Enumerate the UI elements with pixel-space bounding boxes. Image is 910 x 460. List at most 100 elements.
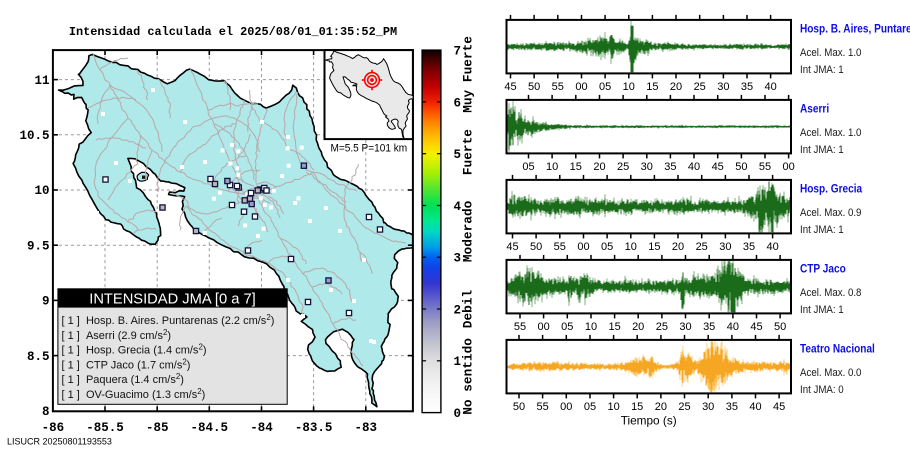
svg-text:05: 05 bbox=[599, 81, 611, 93]
svg-text:-84: -84 bbox=[250, 421, 273, 435]
svg-text:35: 35 bbox=[741, 81, 753, 93]
svg-text:10: 10 bbox=[623, 81, 635, 93]
svg-text:05: 05 bbox=[522, 161, 534, 173]
svg-text:30: 30 bbox=[702, 401, 714, 413]
svg-text:-84.5: -84.5 bbox=[191, 421, 229, 435]
svg-text:20: 20 bbox=[655, 401, 667, 413]
svg-text:-85: -85 bbox=[146, 421, 169, 435]
svg-text:25: 25 bbox=[696, 241, 708, 253]
svg-text:Int JMA: 1: Int JMA: 1 bbox=[800, 223, 844, 236]
svg-text:55: 55 bbox=[536, 401, 548, 413]
svg-text:30: 30 bbox=[719, 241, 731, 253]
svg-text:35: 35 bbox=[726, 401, 738, 413]
svg-text:INTENSIDAD JMA [0 a 7]: INTENSIDAD JMA [0 a 7] bbox=[89, 292, 256, 308]
svg-text:Int JMA: 1: Int JMA: 1 bbox=[800, 303, 844, 316]
svg-text:Aserri: Aserri bbox=[800, 103, 829, 116]
svg-text:[ 1 ] OV-Guacimo (1.3 cm/s2): [ 1 ] OV-Guacimo (1.3 cm/s2) bbox=[62, 387, 206, 401]
svg-text:00: 00 bbox=[537, 321, 549, 333]
svg-text:LISUCR 20250801193553: LISUCR 20250801193553 bbox=[7, 437, 112, 447]
svg-text:05: 05 bbox=[584, 401, 596, 413]
svg-text:00: 00 bbox=[782, 161, 794, 173]
svg-text:40: 40 bbox=[727, 321, 739, 333]
svg-text:Int JMA: 0: Int JMA: 0 bbox=[800, 383, 844, 396]
svg-text:40: 40 bbox=[766, 241, 778, 253]
svg-text:[ 1 ] Paquera (1.4 cm/s2): [ 1 ] Paquera (1.4 cm/s2) bbox=[62, 372, 184, 386]
svg-text:50: 50 bbox=[774, 321, 786, 333]
svg-text:1: 1 bbox=[454, 355, 462, 369]
svg-text:[ 1 ] CTP Jaco (1.7 cm/s2): [ 1 ] CTP Jaco (1.7 cm/s2) bbox=[62, 357, 191, 371]
svg-text:10: 10 bbox=[34, 184, 49, 198]
svg-text:9.5: 9.5 bbox=[27, 239, 50, 253]
svg-text:No sentido: No sentido bbox=[460, 338, 475, 415]
svg-text:11: 11 bbox=[34, 74, 49, 88]
svg-text:40: 40 bbox=[688, 161, 700, 173]
svg-text:Acel. Max. 0.9: Acel. Max. 0.9 bbox=[800, 206, 862, 219]
svg-text:20: 20 bbox=[593, 161, 605, 173]
svg-text:8.5: 8.5 bbox=[27, 350, 50, 364]
svg-text:Acel. Max. 0.0: Acel. Max. 0.0 bbox=[800, 366, 862, 379]
svg-text:30: 30 bbox=[641, 161, 653, 173]
svg-text:9: 9 bbox=[42, 295, 50, 309]
svg-text:10: 10 bbox=[607, 401, 619, 413]
svg-text:Teatro Nacional: Teatro Nacional bbox=[800, 343, 875, 356]
svg-text:55: 55 bbox=[554, 241, 566, 253]
svg-text:05: 05 bbox=[601, 241, 613, 253]
svg-text:15: 15 bbox=[631, 401, 643, 413]
svg-text:40: 40 bbox=[764, 81, 776, 93]
svg-text:5: 5 bbox=[454, 148, 462, 162]
svg-text:Muy Fuerte: Muy Fuerte bbox=[460, 36, 475, 113]
svg-text:50: 50 bbox=[513, 401, 525, 413]
svg-text:8: 8 bbox=[42, 405, 50, 419]
svg-text:50: 50 bbox=[735, 161, 747, 173]
svg-text:15: 15 bbox=[648, 241, 660, 253]
svg-text:45: 45 bbox=[712, 161, 724, 173]
svg-text:[ 1 ] Hosp. Grecia (1.4 cm/s2: [ 1 ] Hosp. Grecia (1.4 cm/s2) bbox=[62, 343, 207, 357]
svg-text:55: 55 bbox=[552, 81, 564, 93]
svg-text:-86: -86 bbox=[42, 421, 65, 435]
svg-text:Hosp. B. Aires, Puntarenas: Hosp. B. Aires, Puntarenas bbox=[800, 23, 910, 36]
svg-text:6: 6 bbox=[454, 96, 462, 110]
svg-text:25: 25 bbox=[678, 401, 690, 413]
svg-text:25: 25 bbox=[694, 81, 706, 93]
svg-text:Acel. Max. 1.0: Acel. Max. 1.0 bbox=[800, 126, 862, 139]
svg-text:25: 25 bbox=[656, 321, 668, 333]
svg-text:Int JMA: 1: Int JMA: 1 bbox=[800, 63, 844, 76]
svg-text:35: 35 bbox=[743, 241, 755, 253]
svg-text:15: 15 bbox=[570, 161, 582, 173]
svg-text:2: 2 bbox=[454, 303, 462, 317]
svg-text:Hosp. Grecia: Hosp. Grecia bbox=[800, 183, 863, 196]
svg-text:50: 50 bbox=[528, 81, 540, 93]
svg-text:CTP Jaco: CTP Jaco bbox=[800, 263, 846, 276]
svg-text:45: 45 bbox=[773, 401, 785, 413]
svg-text:Acel. Max. 1.0: Acel. Max. 1.0 bbox=[800, 46, 862, 59]
svg-text:30: 30 bbox=[717, 81, 729, 93]
svg-text:-83.5: -83.5 bbox=[295, 421, 333, 435]
svg-text:10.5: 10.5 bbox=[19, 129, 49, 143]
svg-text:15: 15 bbox=[646, 81, 658, 93]
svg-text:10: 10 bbox=[585, 321, 597, 333]
svg-text:Acel. Max. 0.8: Acel. Max. 0.8 bbox=[800, 286, 862, 299]
svg-text:15: 15 bbox=[608, 321, 620, 333]
svg-text:45: 45 bbox=[506, 241, 518, 253]
svg-text:M=5.5 P=101 km: M=5.5 P=101 km bbox=[331, 142, 408, 155]
svg-text:00: 00 bbox=[575, 81, 587, 93]
svg-text:-85.5: -85.5 bbox=[86, 421, 124, 435]
svg-text:Debil: Debil bbox=[460, 289, 475, 328]
svg-text:50: 50 bbox=[530, 241, 542, 253]
svg-text:Intensidad calculada el 2025/0: Intensidad calculada el 2025/08/01_01:35… bbox=[69, 25, 397, 39]
svg-text:40: 40 bbox=[749, 401, 761, 413]
svg-text:3: 3 bbox=[454, 252, 462, 266]
svg-text:10: 10 bbox=[546, 161, 558, 173]
svg-text:Moderado: Moderado bbox=[460, 200, 475, 262]
svg-text:Tiempo (s): Tiempo (s) bbox=[621, 414, 677, 428]
svg-text:45: 45 bbox=[750, 321, 762, 333]
svg-text:20: 20 bbox=[670, 81, 682, 93]
svg-text:25: 25 bbox=[617, 161, 629, 173]
svg-text:0: 0 bbox=[454, 407, 462, 421]
svg-text:4: 4 bbox=[454, 200, 462, 214]
svg-text:00: 00 bbox=[560, 401, 572, 413]
svg-text:35: 35 bbox=[664, 161, 676, 173]
svg-text:00: 00 bbox=[577, 241, 589, 253]
svg-text:30: 30 bbox=[679, 321, 691, 333]
svg-text:20: 20 bbox=[672, 241, 684, 253]
